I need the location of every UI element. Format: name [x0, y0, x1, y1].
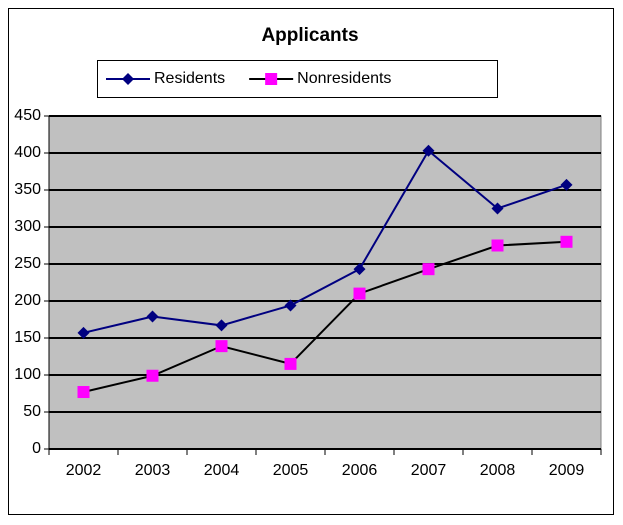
marker [560, 178, 573, 191]
marker [122, 73, 134, 85]
marker [491, 239, 504, 252]
legend-label: Residents [154, 70, 225, 87]
marker [215, 340, 228, 353]
marker [491, 202, 504, 215]
y-tick-label: 150 [14, 329, 41, 346]
y-tick-label: 0 [32, 440, 41, 457]
marker [146, 310, 159, 323]
x-tick-label: 2005 [273, 462, 309, 479]
marker [284, 299, 297, 312]
x-tick-label: 2003 [135, 462, 171, 479]
marker [284, 357, 297, 370]
marker [353, 263, 366, 276]
x-tick-label: 2006 [342, 462, 378, 479]
plot-area [48, 115, 602, 450]
y-tick-label: 350 [14, 181, 41, 198]
y-tick-label: 300 [14, 218, 41, 235]
y-tick-label: 50 [23, 403, 41, 420]
x-tick-label: 2004 [204, 462, 240, 479]
y-tick-label: 200 [14, 292, 41, 309]
marker [422, 144, 435, 157]
marker [215, 319, 228, 332]
y-tick-label: 450 [14, 107, 41, 124]
y-tick-label: 400 [14, 144, 41, 161]
marker [422, 263, 435, 276]
marker [265, 73, 278, 85]
x-tick-label: 2007 [411, 462, 447, 479]
marker [353, 287, 366, 300]
legend-label: Nonresidents [297, 70, 391, 87]
marker [146, 369, 159, 382]
marker [77, 386, 90, 399]
x-tick-label: 2002 [66, 462, 102, 479]
y-tick-label: 250 [14, 255, 41, 272]
y-tick-label: 100 [14, 366, 41, 383]
marker [560, 235, 573, 248]
marker [77, 326, 90, 339]
x-tick-label: 2008 [480, 462, 516, 479]
series-line [83, 240, 567, 393]
chart-title: Applicants [261, 25, 358, 46]
x-tick-label: 2009 [549, 462, 585, 479]
series-line [83, 149, 567, 334]
legend-box [97, 60, 498, 98]
